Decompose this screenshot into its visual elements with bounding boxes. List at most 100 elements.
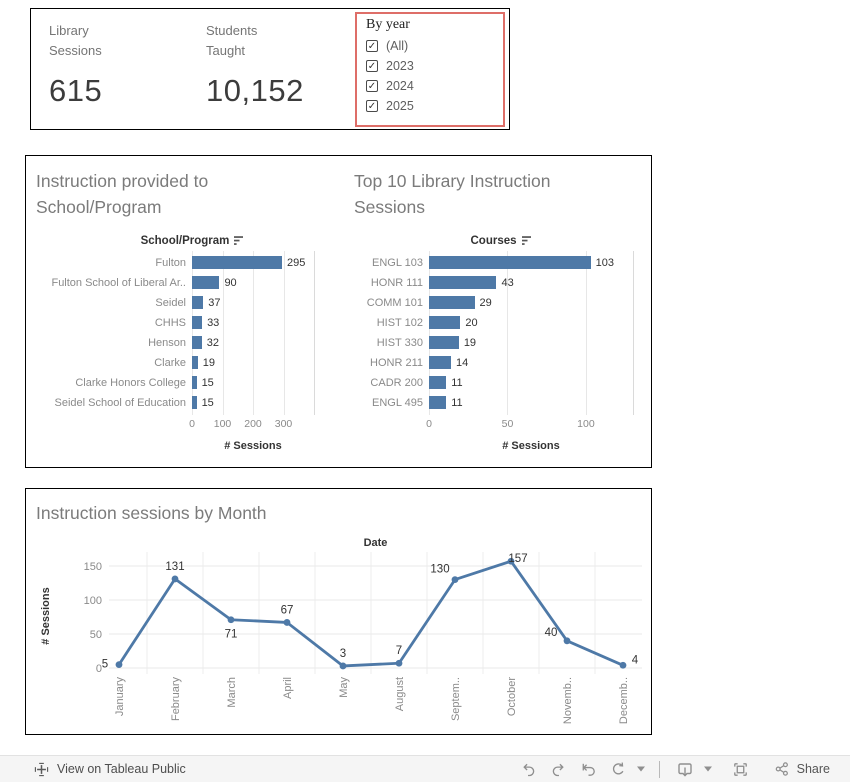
redo-icon	[552, 763, 564, 776]
kpi-students-taught-label: Students Taught	[206, 23, 258, 58]
bar-category-label: CHHS	[154, 316, 186, 329]
year-filter-option[interactable]: ✓ (All)	[366, 36, 494, 56]
bar[interactable]	[429, 316, 461, 329]
bar-cell: 19	[192, 356, 314, 369]
undo-button[interactable]	[515, 758, 542, 780]
x-axis-title: # Sessions	[224, 439, 282, 452]
bar[interactable]	[429, 256, 591, 269]
data-point[interactable]	[227, 616, 235, 624]
chart-top-courses-field-header[interactable]: Courses	[352, 231, 651, 251]
year-filter-option[interactable]: ✓ 2023	[366, 56, 494, 76]
checkbox[interactable]: ✓	[366, 100, 378, 112]
year-filter-option-label: 2025	[386, 99, 414, 113]
bar-cell: 103	[429, 256, 633, 269]
replay-button[interactable]	[605, 758, 632, 780]
bar[interactable]	[192, 256, 282, 269]
view-on-tableau-public-link[interactable]: View on Tableau Public	[34, 762, 186, 777]
bar[interactable]	[192, 396, 197, 409]
bar-rows: ENGL 103 103 HONR 111 43 COMM 101 29 HIST 102 2…	[352, 250, 651, 415]
data-point[interactable]	[283, 619, 291, 627]
bar-row: ENGL 495 11	[352, 393, 651, 413]
bar-value-label: 33	[207, 316, 220, 329]
replay-icon	[612, 762, 624, 774]
x-axis-month-label: February	[170, 677, 182, 722]
gridline	[222, 250, 224, 415]
bar[interactable]	[192, 376, 197, 389]
redo-button[interactable]	[545, 758, 572, 780]
bar-category-label: COMM 101	[366, 296, 423, 309]
data-point[interactable]	[619, 662, 627, 669]
data-point[interactable]	[395, 660, 403, 667]
bar[interactable]	[429, 376, 447, 389]
bar-value-label: 11	[451, 376, 463, 389]
gridline	[283, 250, 285, 415]
y-axis-tick-label: 0	[96, 663, 102, 675]
reset-button[interactable]	[575, 758, 602, 780]
year-filter-options: ✓ (All) ✓ 2023 ✓ 2024 ✓ 2025	[366, 36, 494, 116]
data-point[interactable]	[339, 662, 347, 670]
bar-row: Clarke 19	[34, 353, 352, 373]
bar-cell: 20	[429, 316, 633, 329]
x-axis-month-label: Septem..	[450, 677, 462, 721]
download-button[interactable]	[672, 758, 699, 780]
year-filter-title: By year	[366, 17, 410, 32]
year-filter-option[interactable]: ✓ 2025	[366, 96, 494, 116]
bar[interactable]	[192, 316, 203, 329]
bar[interactable]	[429, 276, 497, 289]
bar-row: Fulton 295	[34, 253, 352, 273]
checkbox[interactable]: ✓	[366, 80, 378, 92]
checkbox[interactable]: ✓	[366, 60, 378, 72]
gridline	[192, 250, 193, 415]
bar-cell: 15	[192, 396, 314, 409]
download-options-caret[interactable]	[702, 758, 714, 780]
bar-value-label: 15	[201, 396, 214, 409]
data-point[interactable]	[171, 575, 179, 583]
chart-school-program-field-header[interactable]: School/Program	[34, 231, 352, 251]
y-axis-tick-label: 150	[84, 561, 102, 573]
view-on-tableau-public-label: View on Tableau Public	[57, 762, 186, 776]
chart-school-program: Instruction provided to School/Program S…	[34, 166, 352, 467]
bar-value-label: 32	[206, 336, 219, 349]
fullscreen-button[interactable]	[727, 758, 754, 780]
bar[interactable]	[192, 336, 202, 349]
bar-charts-panel: Instruction provided to School/Program S…	[25, 155, 652, 468]
x-axis-title: # Sessions	[502, 439, 560, 452]
bar[interactable]	[429, 296, 475, 309]
line-series	[117, 560, 624, 668]
bar-row: Seidel School of Education 15	[34, 393, 352, 413]
x-axis-month-label: Decemb..	[618, 677, 630, 724]
x-axis-month-label: October	[506, 677, 518, 716]
sort-icon[interactable]	[521, 235, 533, 246]
bar[interactable]	[429, 396, 447, 409]
replay-options-caret[interactable]	[635, 758, 647, 780]
x-axis-month-label: May	[338, 677, 350, 698]
bar[interactable]	[192, 296, 204, 309]
bar[interactable]	[429, 336, 459, 349]
data-point[interactable]	[507, 558, 515, 565]
bar-row: CHHS 33	[34, 313, 352, 333]
point-value-label: 71	[225, 629, 238, 641]
bar-category-label: CADR 200	[370, 376, 423, 389]
point-value-label: 5	[102, 659, 108, 671]
data-point[interactable]	[115, 661, 123, 669]
bar[interactable]	[192, 276, 220, 289]
x-axis-ticks: 0 100 200 300	[189, 416, 314, 432]
bar-cell: 19	[429, 336, 633, 349]
bar-category-label: HIST 102	[376, 316, 423, 329]
x-axis-tick-label: 100	[577, 417, 595, 430]
data-point[interactable]	[451, 576, 459, 584]
share-button[interactable]: Share	[767, 759, 836, 779]
sort-icon[interactable]	[234, 235, 245, 246]
x-axis-month-label: April	[282, 677, 294, 699]
kpi-library-sessions-label: Library Sessions	[49, 23, 102, 58]
data-point[interactable]	[563, 637, 571, 645]
bar[interactable]	[192, 356, 198, 369]
checkbox[interactable]: ✓	[366, 40, 378, 52]
bar-value-label: 37	[208, 296, 221, 309]
year-filter-option-label: (All)	[386, 39, 409, 53]
bar[interactable]	[429, 356, 451, 369]
year-filter-option[interactable]: ✓ 2024	[366, 76, 494, 96]
undo-icon	[522, 763, 534, 776]
footer-toolbar: Share	[515, 758, 836, 780]
chart-school-program-title: Instruction provided to School/Program	[36, 171, 209, 218]
